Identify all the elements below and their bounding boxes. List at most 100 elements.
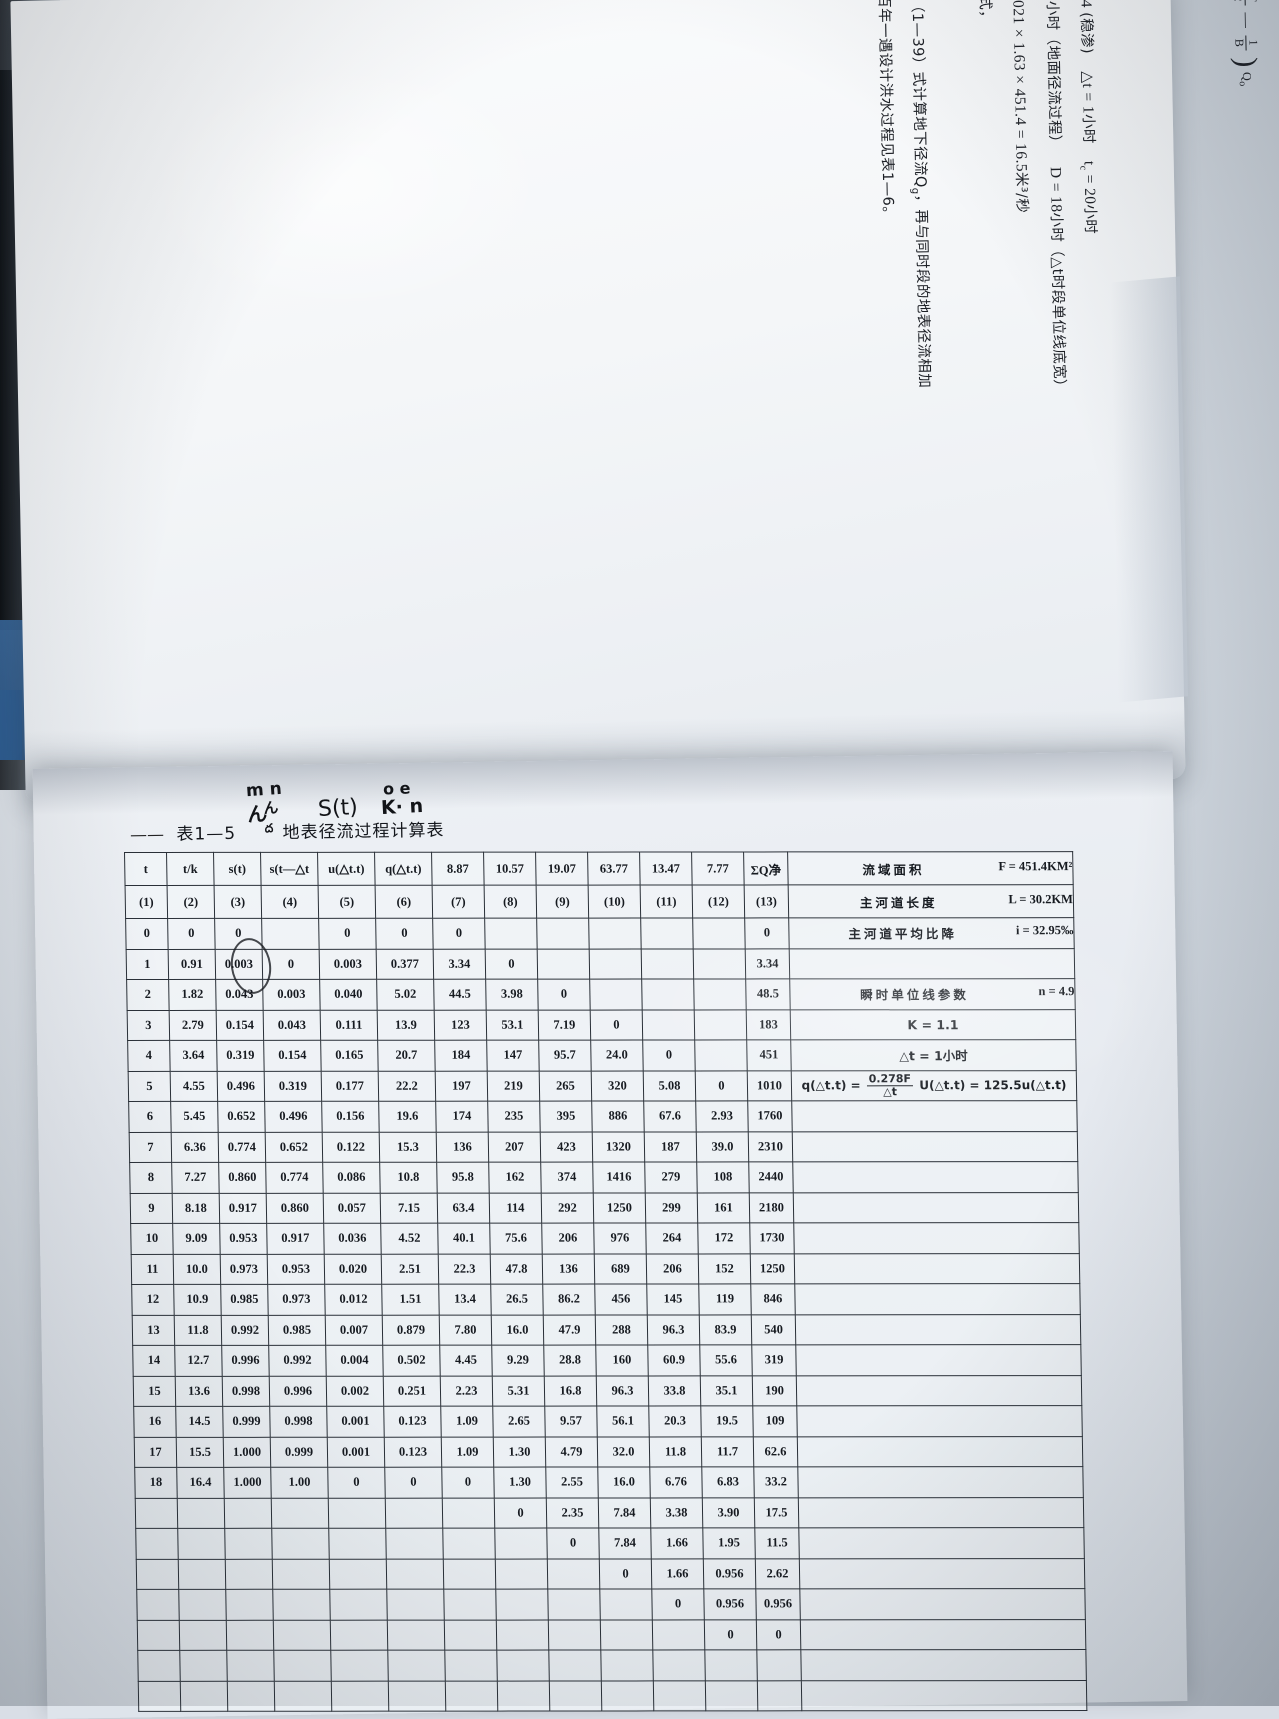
table-caption: —— 表1—5 地表径流过程计算表 (130, 816, 445, 846)
table-row: 0 0 0 0 0 0 0 主河道平均比降 i = 32.95‰ (125, 917, 1075, 949)
cell-col4 (272, 1589, 331, 1620)
cell-col8: 1.30 (493, 1436, 546, 1468)
cell-t: 4 (127, 1040, 171, 1071)
cell-sumq: 2310 (748, 1131, 793, 1162)
cell-col2: 10.0 (173, 1253, 221, 1285)
cell-col12: 161 (697, 1192, 750, 1223)
cell-col5 (330, 1619, 388, 1651)
cell-col4: 0.860 (266, 1192, 324, 1224)
cell-col6: 2.51 (381, 1253, 439, 1285)
cell-col6: 10.8 (379, 1162, 438, 1193)
side-river-length-label: 主河道长度 (859, 894, 938, 910)
cell-t (135, 1497, 178, 1529)
cell-col3 (226, 1650, 275, 1681)
cell-col5: 0.057 (323, 1192, 381, 1224)
cell-col11: 67.6 (643, 1100, 697, 1132)
table-row: 0 1.66 0.956 2.62 (136, 1558, 1085, 1590)
cell-col10: 96.3 (596, 1375, 649, 1407)
cell-col10: 456 (594, 1283, 648, 1315)
cell-col10: 288 (595, 1314, 648, 1346)
cell-col4: 0.917 (266, 1223, 325, 1254)
cell-col9 (548, 1619, 601, 1651)
col-header-887: 8.87 (431, 852, 485, 886)
cell-col10: 0 (590, 1009, 643, 1041)
cell-col7: 13.4 (438, 1284, 492, 1315)
cell-col6: 0.123 (384, 1436, 442, 1468)
cell-col12: 55.6 (699, 1344, 753, 1376)
cell-col11: 1.66 (650, 1527, 704, 1559)
cell-col7: 197 (435, 1070, 488, 1102)
cell-col4 (274, 1680, 332, 1712)
side-basin-area: 流域面积 F = 451.4KM² (787, 851, 1074, 885)
cell-col12: 39.0 (696, 1131, 749, 1162)
cell-sumq: 0.956 (755, 1588, 801, 1620)
table-row: 9 8.18 0.917 0.860 0.057 7.15 63.4 114 292 1250 29… (130, 1192, 1079, 1224)
cell-col5: 0.036 (323, 1223, 382, 1254)
cell-col12: 172 (697, 1222, 751, 1254)
cell-col11: 5.08 (643, 1070, 696, 1102)
cell-sumq: 190 (752, 1375, 797, 1406)
cell-col3: 0.973 (220, 1253, 268, 1285)
table-row: 8 7.27 0.860 0.774 0.086 10.8 95.8 162 374 1416 27… (129, 1161, 1079, 1193)
cell-col9: 265 (539, 1070, 592, 1102)
col-num-13: (13) (744, 884, 789, 918)
cell-sumq: 846 (750, 1283, 796, 1315)
side-basin-area-value: F = 451.4KM² (998, 858, 1073, 873)
cell-sumq: 1730 (749, 1222, 795, 1254)
cell-col2: 11.8 (174, 1314, 222, 1346)
cell-col8: 219 (487, 1070, 540, 1102)
col-num-11: (11) (640, 885, 693, 919)
cell-col10 (588, 918, 642, 949)
cell-col5: 0.004 (325, 1345, 384, 1376)
cell-col2: 2.79 (169, 1009, 217, 1041)
cell-sumq: 62.6 (753, 1436, 798, 1467)
cell-col4: 0.985 (268, 1314, 326, 1346)
cell-col3: 0.985 (220, 1284, 269, 1315)
cell-col8: 114 (489, 1192, 542, 1224)
cell-col4: 1.00 (270, 1467, 329, 1498)
cell-col3: 1.000 (223, 1436, 271, 1468)
cell-col11: 96.3 (647, 1314, 700, 1345)
cell-col11: 3.38 (650, 1497, 703, 1528)
side-blank (792, 1161, 1079, 1193)
cell-col12: 152 (698, 1253, 751, 1284)
cell-col7: 4.45 (439, 1345, 493, 1376)
cell-col4: 0.774 (265, 1162, 324, 1193)
cell-col11: 20.3 (648, 1405, 702, 1437)
col-header-q: q(△t.t) (374, 852, 433, 886)
cell-col2 (180, 1680, 228, 1712)
cell-col3 (225, 1589, 274, 1620)
cell-col7: 0 (432, 918, 486, 949)
cell-col3: 1.000 (223, 1467, 272, 1498)
cell-col5 (329, 1558, 387, 1590)
cell-col11: 299 (645, 1192, 698, 1223)
cell-t: 13 (132, 1314, 175, 1346)
cell-col4 (261, 918, 320, 949)
cell-col10: 689 (594, 1253, 647, 1285)
cell-col2: 10.9 (173, 1284, 222, 1315)
cell-col12 (693, 948, 746, 979)
cell-col3: 0.652 (217, 1101, 266, 1132)
cell-col12 (694, 1009, 747, 1040)
table-row: 10 9.09 0.953 0.917 0.036 4.52 40.1 75.6 206 976 2… (130, 1222, 1080, 1254)
cell-col9: 206 (541, 1223, 595, 1254)
col-header-777: 7.77 (691, 851, 745, 886)
cell-col11: 206 (646, 1253, 699, 1284)
cell-col7: 136 (436, 1131, 489, 1163)
cell-col8: 0 (494, 1497, 547, 1529)
col-num-7: (7) (432, 885, 485, 919)
cell-col7: 7.80 (439, 1314, 492, 1346)
col-num-3: (3) (214, 885, 262, 919)
cell-t: 10 (130, 1223, 174, 1254)
cell-col8: 5.31 (492, 1375, 545, 1407)
table-row: 5 4.55 0.496 0.319 0.177 22.2 197 219 265 320 5.08… (128, 1070, 1077, 1102)
cell-col7: 2.23 (440, 1375, 493, 1407)
formula-column: 1.6 — ( T2 — 1B ) Qo ( T2 + 1B ) 其中，F = … (463, 0, 1277, 562)
cell-sumq: 33.2 (753, 1466, 799, 1498)
cell-col8: 16.0 (491, 1314, 544, 1346)
cell-col10: 16.0 (597, 1466, 651, 1498)
side-blank (792, 1131, 1078, 1162)
photo-blue-object-2 (0, 690, 22, 760)
cell-col3 (227, 1680, 275, 1712)
cell-col12: 0 (704, 1619, 757, 1650)
